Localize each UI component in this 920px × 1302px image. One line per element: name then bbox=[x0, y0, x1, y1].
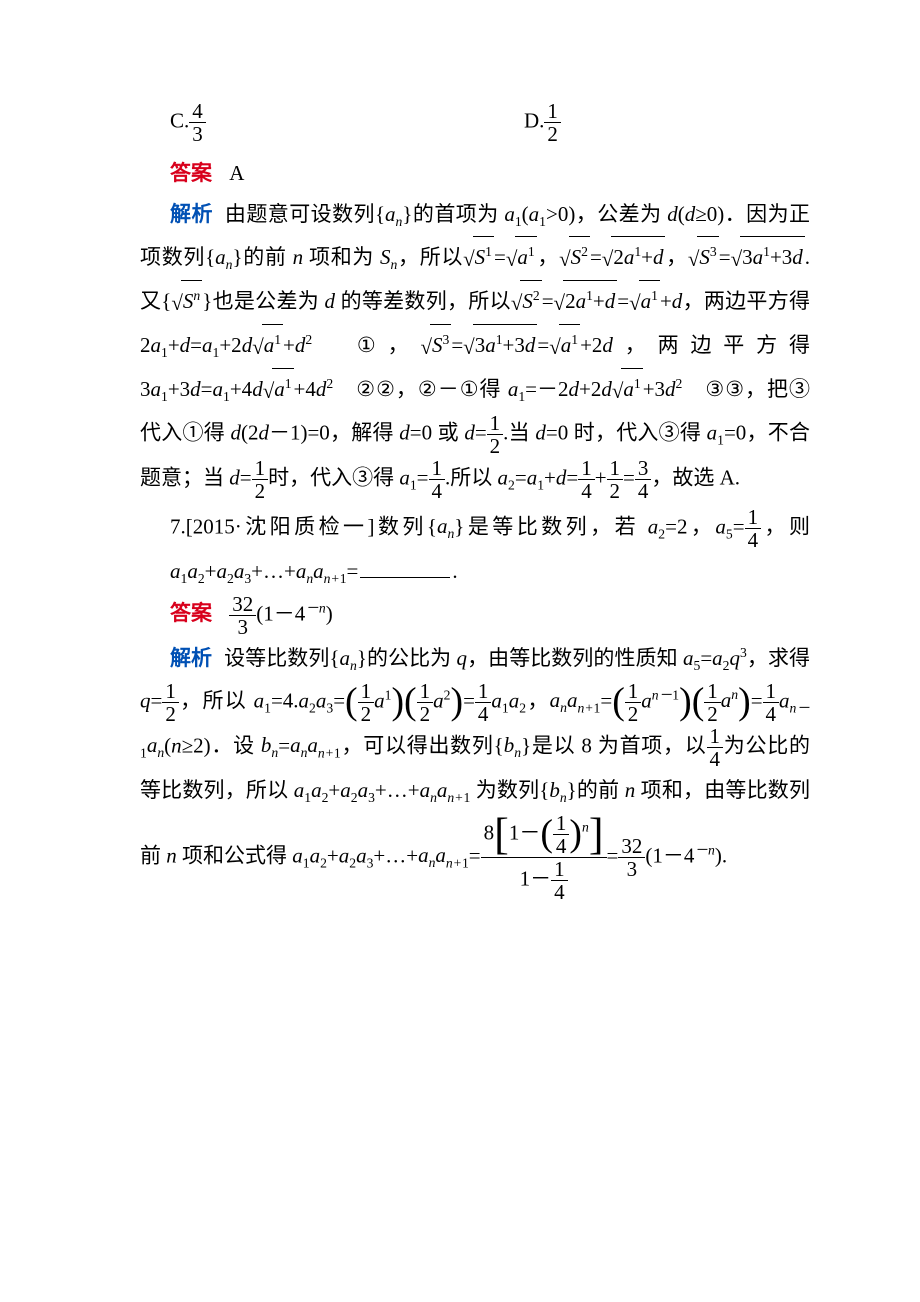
q7-big-fraction: 8[1－(14)n]1－14 bbox=[481, 812, 607, 903]
q6-answer: 答案 A bbox=[140, 153, 810, 194]
circle-1: ① bbox=[357, 325, 376, 366]
options-row: C.43 D.12 bbox=[140, 100, 810, 145]
q7-exp2a: 求得 bbox=[768, 646, 810, 670]
q6-answer-value: A bbox=[229, 161, 244, 185]
q6-exp-text-4: ．因 bbox=[724, 202, 767, 226]
q6-exp-text-6: }的前 bbox=[232, 245, 292, 269]
q6-exp-text-2: }的首项为 bbox=[402, 202, 504, 226]
q7-stem-b: }是等比数列，若 bbox=[454, 514, 647, 538]
q6-exp-text-8: ，所以 bbox=[397, 245, 463, 269]
q6-exp-text-1: 由题意可设数列{ bbox=[225, 202, 385, 226]
q7-exp2b: ，所以 bbox=[179, 688, 254, 712]
q7-stem: 7.[2015·沈阳质检一]数列{an}是等比数列，若 a2=2，a5=14，则… bbox=[140, 506, 810, 593]
page-content: C.43 D.12 答案 A 解析由题意可设数列{an}的首项为 a1(a1>0… bbox=[0, 0, 920, 1302]
q6-exp-text-18: .当 bbox=[503, 420, 535, 444]
q6-a1gt0: >0) bbox=[546, 202, 575, 226]
q6-exp-text-7: 项和为 bbox=[303, 245, 380, 269]
q6-exp-text-10: }也是公差为 bbox=[202, 289, 324, 313]
q6-exp-text-23: .所以 bbox=[445, 465, 498, 489]
q6-explanation: 解析由题意可设数列{an}的首项为 a1(a1>0)，公差为 d(d≥0)．因为… bbox=[140, 194, 810, 502]
q7-exp2c: =4. bbox=[271, 688, 299, 712]
q7-stem-d: ，则 bbox=[761, 514, 810, 538]
q7-ans-paren-close: ) bbox=[326, 601, 333, 625]
q6-exp-text-16: ，解得 bbox=[330, 420, 399, 444]
q6-dge0: ≥0) bbox=[695, 202, 724, 226]
q7-a2val: =2 bbox=[665, 514, 687, 538]
option-c: C.43 bbox=[140, 100, 404, 145]
option-d: D.12 bbox=[404, 100, 810, 145]
q7-exp3c: }是以 8 为首项，以 bbox=[521, 733, 706, 757]
q7-exp1b: }的公比为 bbox=[357, 646, 457, 670]
q7-exp4c: }的前 bbox=[567, 778, 625, 802]
q7-source: [2015·沈阳质检一] bbox=[186, 514, 375, 538]
q7-exp1a: 设等比数列{ bbox=[224, 646, 339, 670]
q7-exp2d: ， bbox=[526, 688, 550, 712]
q6-exp-text-3: ，公差为 bbox=[575, 202, 667, 226]
option-c-label: C. bbox=[170, 108, 189, 132]
q7-exp5b: 项和公式得 bbox=[177, 843, 293, 867]
q7-stem-a: 数列{ bbox=[375, 514, 437, 538]
q7-exp3a: ．设 bbox=[211, 733, 261, 757]
q7-stem-end: = bbox=[347, 559, 359, 583]
answer-label: 答案 bbox=[140, 161, 212, 185]
q7-answer: 答案 323(1－4－n) bbox=[140, 593, 810, 638]
option-c-den: 3 bbox=[189, 123, 206, 145]
q7-number: 7. bbox=[170, 514, 186, 538]
option-d-den: 2 bbox=[544, 123, 561, 145]
q7-final-period: . bbox=[722, 843, 727, 867]
q7-exp4b: 为数列{ bbox=[470, 778, 549, 802]
q6-exp-text-20: 代入③得 bbox=[616, 420, 706, 444]
blank-fill bbox=[360, 577, 450, 578]
q7-exp3b: ，可以得出数列{ bbox=[341, 733, 504, 757]
q6-exp-text-14: ②，②－①得 bbox=[375, 377, 508, 401]
q7-ans-num: 32 bbox=[229, 593, 256, 616]
q7-period: . bbox=[452, 559, 457, 583]
q6-exp-text-19: 时， bbox=[568, 420, 616, 444]
q6-exp-text-11: 的等差数列，所以 bbox=[335, 289, 511, 313]
q7-ans-exp: －n bbox=[305, 600, 325, 615]
q7-exp4d: 项 bbox=[635, 778, 662, 802]
q6-exp-text-17: 或 bbox=[432, 420, 464, 444]
option-d-num: 1 bbox=[544, 100, 561, 123]
q7-ans-paren: (1－4 bbox=[256, 601, 305, 625]
q7-stem-c: ， bbox=[687, 514, 715, 538]
q6-exp-text-22: 时，代入③得 bbox=[268, 465, 399, 489]
option-c-num: 4 bbox=[189, 100, 206, 123]
q7-explanation-label: 解析 bbox=[140, 646, 212, 670]
q7-explanation: 解析设等比数列{an}的公比为 q，由等比数列的性质知 a5=a2q3，求得 q… bbox=[140, 638, 810, 903]
q6-exp-text-24: ，故选 A. bbox=[651, 465, 740, 489]
q7-ans-den: 3 bbox=[229, 616, 256, 638]
explanation-label: 解析 bbox=[140, 202, 213, 226]
option-d-label: D. bbox=[524, 108, 544, 132]
q7-exp1c: ，由等比数列的性质知 bbox=[467, 646, 683, 670]
q7-answer-label: 答案 bbox=[140, 601, 212, 625]
